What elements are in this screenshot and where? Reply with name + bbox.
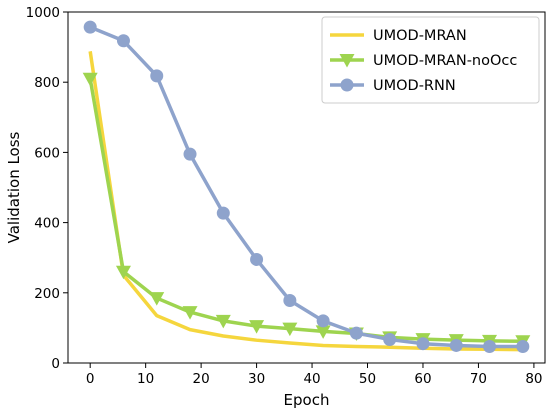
data-point — [516, 340, 530, 354]
y-tick-label: 400 — [34, 216, 60, 232]
x-tick-label: 0 — [86, 371, 95, 387]
legend-label: UMOD-MRAN-noOcc — [373, 53, 517, 69]
x-tick-label: 60 — [414, 371, 431, 387]
y-tick-label: 0 — [51, 356, 60, 372]
data-point — [315, 325, 331, 339]
x-tick-label: 40 — [303, 371, 320, 387]
data-point — [316, 314, 330, 328]
data-point — [150, 69, 164, 83]
data-point — [83, 20, 97, 34]
data-point — [149, 292, 165, 306]
data-point — [249, 320, 265, 334]
x-tick-label: 80 — [525, 371, 542, 387]
x-tick-label: 20 — [193, 371, 210, 387]
plot-frame — [67, 11, 546, 364]
y-axis-label: Validation Loss — [5, 131, 23, 243]
data-point — [82, 72, 98, 87]
legend-entry: UMOD-MRAN — [330, 28, 467, 44]
data-point — [349, 326, 363, 340]
x-tick-label: 50 — [359, 371, 376, 387]
y-tick-label: 1000 — [26, 5, 60, 21]
data-point — [483, 340, 497, 354]
legend-entry: UMOD-MRAN-noOcc — [330, 53, 517, 69]
legend: UMOD-MRAN UMOD-MRAN-noOcc UMOD-RNN — [321, 16, 540, 104]
y-tick-label: 800 — [34, 75, 60, 91]
data-point — [183, 147, 197, 161]
data-point — [182, 306, 198, 320]
legend-box — [321, 16, 540, 104]
series-line — [88, 51, 523, 352]
y-tick-label: 200 — [34, 286, 60, 302]
data-point — [416, 337, 430, 351]
series-0 — [88, 51, 523, 352]
data-point — [449, 338, 463, 352]
data-point — [383, 332, 397, 346]
data-point — [283, 294, 297, 308]
data-point — [282, 322, 298, 337]
legend-marker — [340, 78, 354, 92]
y-tick-label: 600 — [34, 145, 60, 161]
series-layer — [82, 20, 531, 354]
data-point — [215, 314, 231, 329]
x-tick-label: 30 — [248, 371, 265, 387]
data-point — [116, 34, 130, 48]
legend-label: UMOD-RNN — [373, 78, 456, 94]
x-axis-label: Epoch — [284, 391, 330, 409]
legend-marker — [339, 54, 355, 68]
x-tick-label: 10 — [137, 371, 154, 387]
data-point — [115, 265, 131, 280]
data-point — [216, 206, 230, 220]
data-point — [250, 252, 264, 266]
series-2 — [83, 20, 530, 354]
legend-label: UMOD-MRAN — [373, 28, 467, 44]
legend-entry: UMOD-RNN — [330, 78, 456, 94]
series-line — [88, 78, 523, 343]
x-tick-label: 70 — [470, 371, 487, 387]
